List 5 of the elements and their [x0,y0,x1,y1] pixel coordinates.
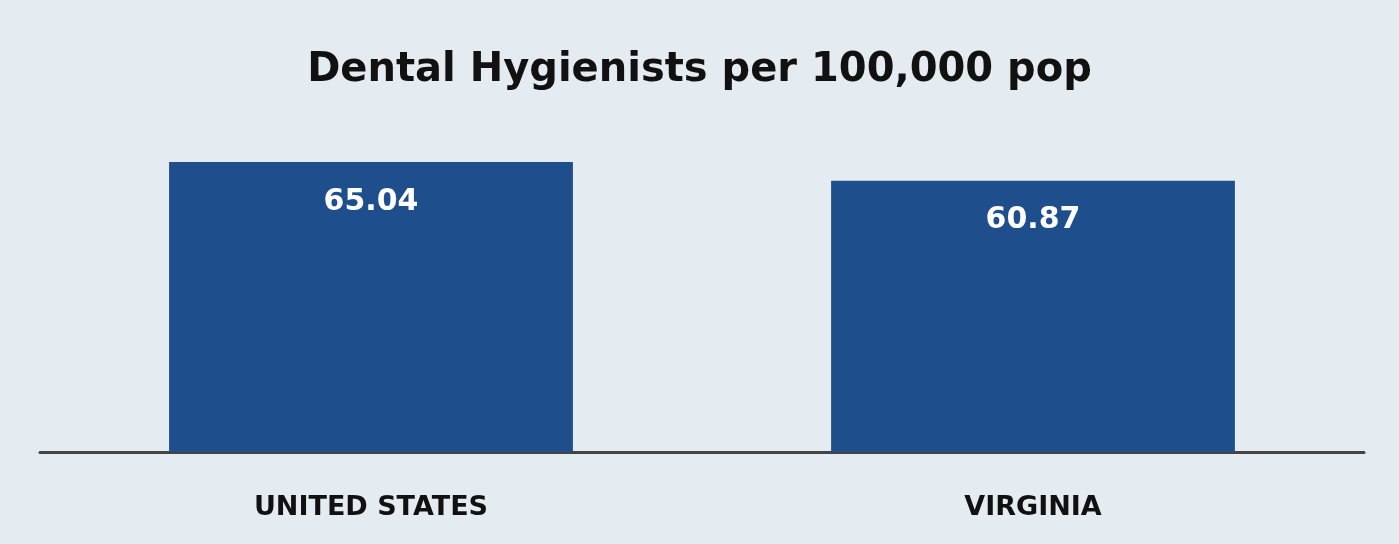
x-tick-label: VIRGINIA [964,490,1102,521]
x-tick-label: UNITED STATES [253,490,489,521]
chart-title: Dental Hygienists per 100,000 pop [307,44,1092,90]
data-label: 60.87 [985,200,1081,236]
data-label: 65.04 [323,181,419,217]
